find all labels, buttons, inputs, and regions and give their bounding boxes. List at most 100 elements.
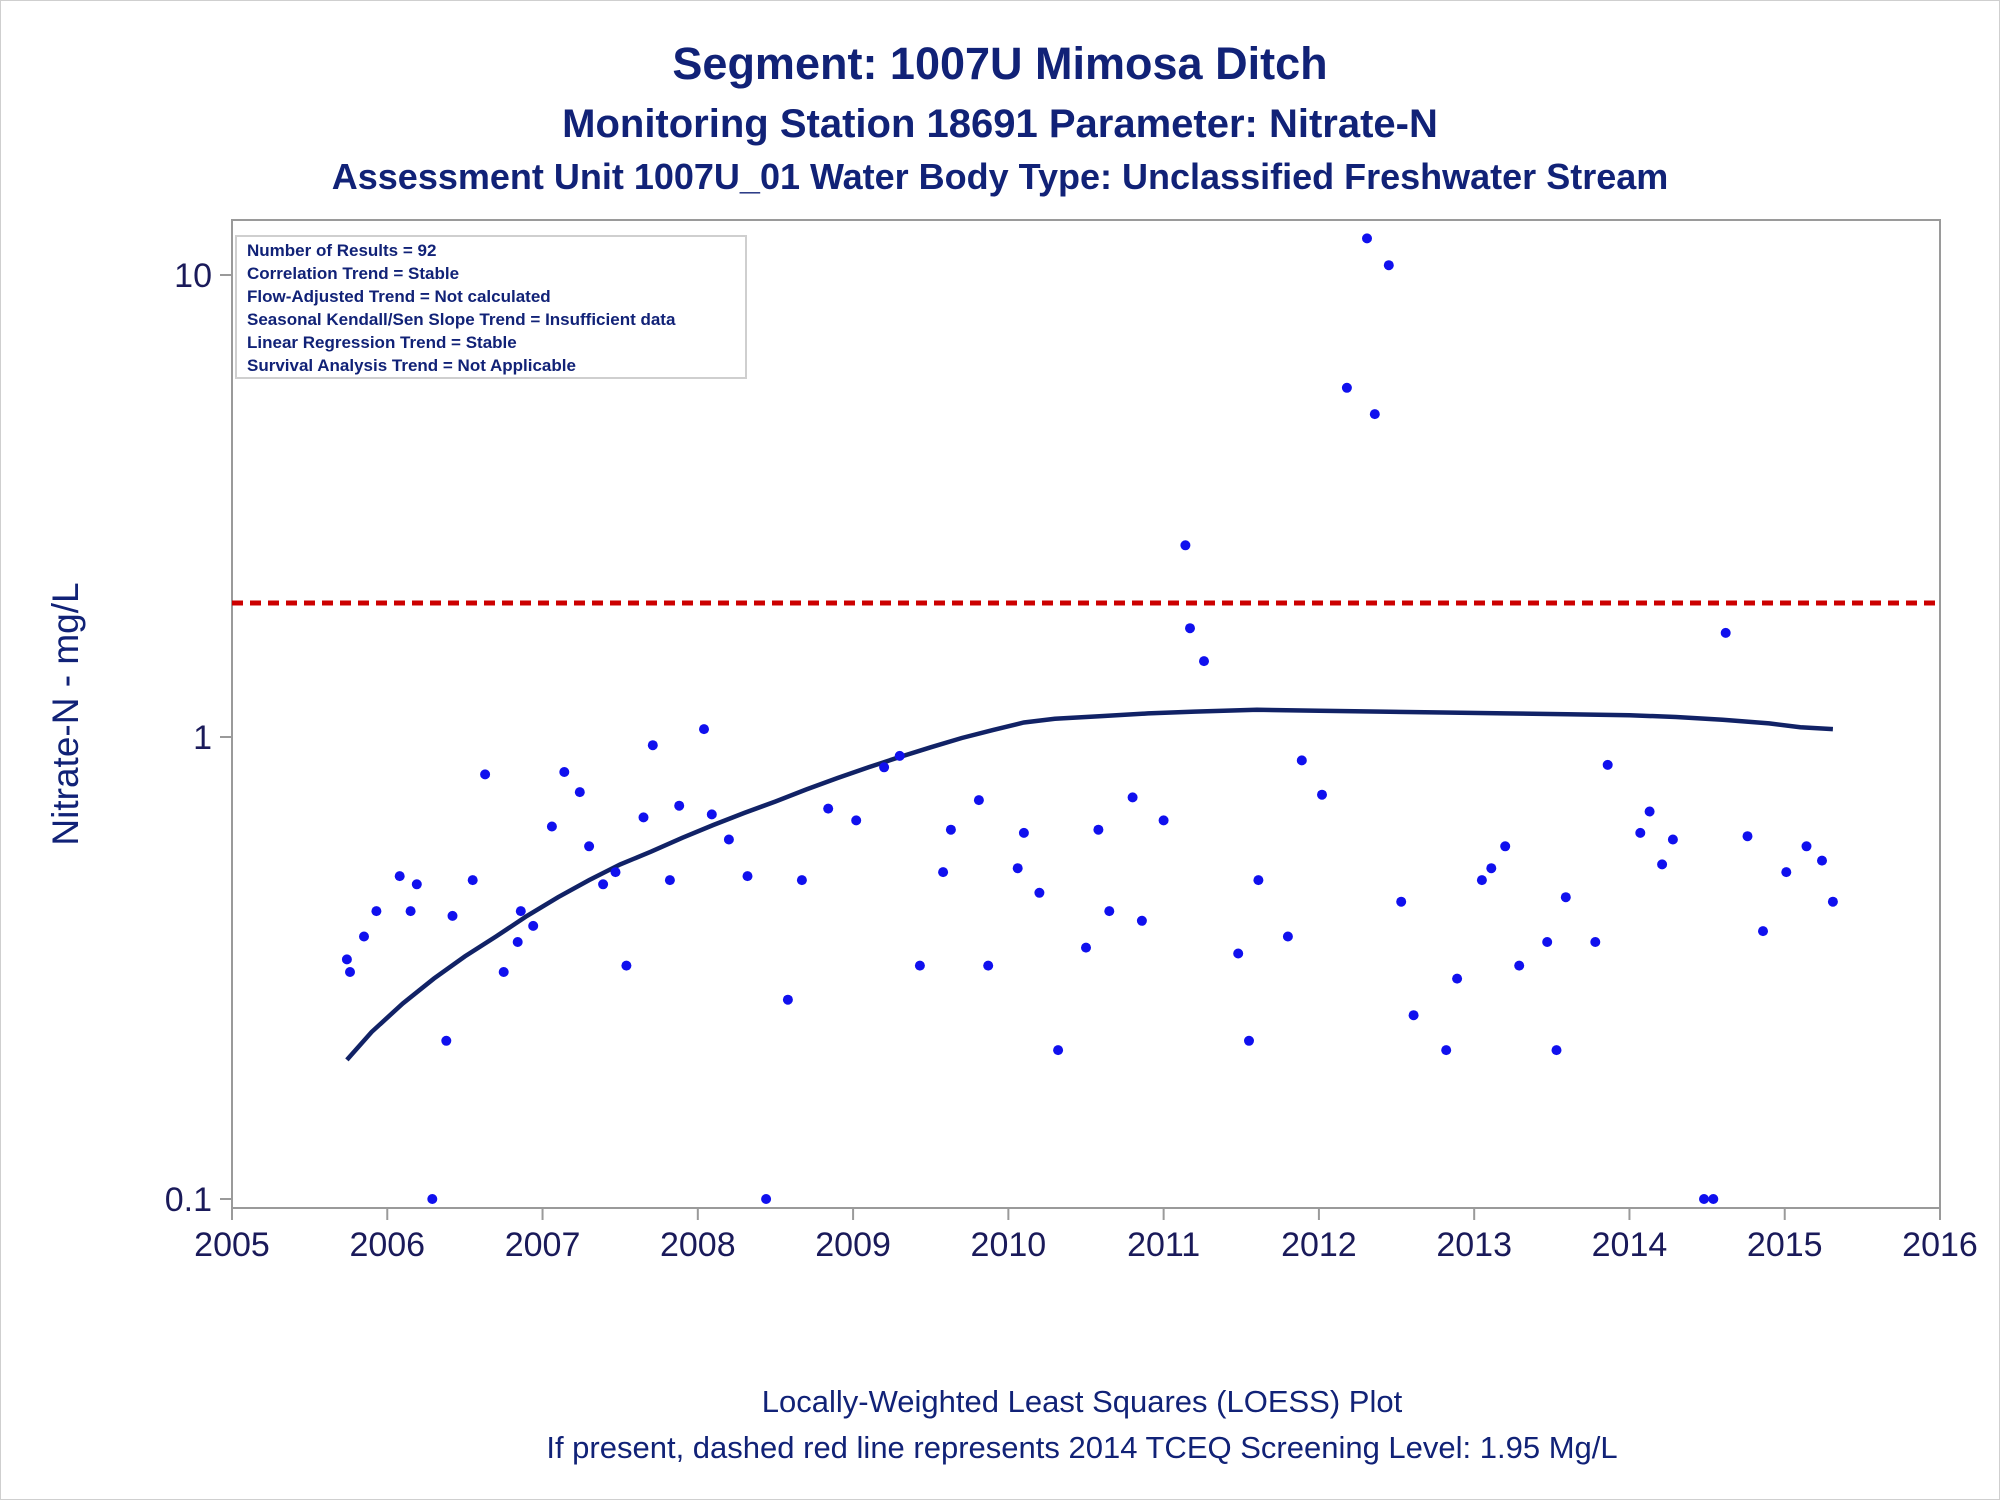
y-tick-label: 1 bbox=[193, 719, 212, 757]
data-point bbox=[1827, 896, 1838, 907]
data-point bbox=[1383, 260, 1394, 271]
stats-line: Survival Analysis Trend = Not Applicable bbox=[247, 356, 576, 375]
data-point bbox=[1758, 926, 1768, 937]
data-point bbox=[699, 724, 709, 735]
data-point bbox=[1667, 834, 1678, 845]
footnote-loess: Locally-Weighted Least Squares (LOESS) P… bbox=[761, 1384, 1403, 1419]
y-tick-label: 10 bbox=[174, 257, 212, 295]
data-point bbox=[1127, 792, 1138, 803]
data-point bbox=[1244, 1035, 1254, 1046]
data-point bbox=[1012, 863, 1023, 874]
x-tick-label: 2005 bbox=[194, 1226, 270, 1264]
data-point bbox=[1136, 915, 1147, 926]
data-point bbox=[1441, 1045, 1452, 1056]
data-point bbox=[1018, 827, 1029, 838]
x-tick-label: 2015 bbox=[1747, 1226, 1823, 1264]
stats-line: Flow-Adjusted Trend = Not calculated bbox=[247, 287, 551, 306]
data-point bbox=[1699, 1194, 1709, 1204]
data-point bbox=[1514, 960, 1525, 971]
data-point bbox=[761, 1194, 772, 1204]
data-point bbox=[584, 841, 595, 852]
data-point bbox=[742, 871, 753, 882]
x-tick-label: 2014 bbox=[1592, 1226, 1668, 1264]
data-points bbox=[341, 233, 1838, 1204]
data-point bbox=[1282, 931, 1293, 942]
data-point bbox=[1486, 863, 1497, 874]
x-tick-label: 2011 bbox=[1127, 1226, 1200, 1264]
chart-subtitle-station: Monitoring Station 18691 Parameter: Nitr… bbox=[562, 102, 1438, 146]
data-point bbox=[1657, 859, 1668, 870]
data-point bbox=[405, 906, 416, 917]
data-point bbox=[1742, 831, 1753, 842]
data-point bbox=[1369, 409, 1380, 420]
data-point bbox=[546, 821, 557, 832]
data-point bbox=[1199, 656, 1209, 667]
data-point bbox=[512, 937, 523, 947]
data-point bbox=[851, 815, 862, 826]
footnote-screening: If present, dashed red line represents 2… bbox=[546, 1430, 1618, 1465]
data-point bbox=[782, 994, 793, 1005]
chart-title: Segment: 1007U Mimosa Ditch bbox=[672, 38, 1328, 89]
data-point bbox=[1185, 623, 1195, 634]
data-point bbox=[441, 1035, 452, 1046]
data-point bbox=[359, 931, 369, 942]
data-point bbox=[1801, 841, 1812, 852]
data-point bbox=[914, 960, 925, 971]
data-point bbox=[664, 875, 675, 886]
x-tick-label: 2016 bbox=[1902, 1226, 1978, 1264]
data-point bbox=[515, 906, 526, 917]
chart-subtitle-assessment: Assessment Unit 1007U_01 Water Body Type… bbox=[331, 156, 1669, 197]
data-point bbox=[411, 879, 422, 890]
data-point bbox=[1233, 948, 1244, 959]
data-point bbox=[574, 787, 585, 798]
stats-box: Number of Results = 92 Correlation Trend … bbox=[235, 235, 747, 379]
stats-box-border bbox=[235, 235, 747, 379]
data-point bbox=[427, 1194, 438, 1204]
data-point bbox=[1500, 841, 1511, 852]
x-tick-label: 2007 bbox=[505, 1226, 581, 1264]
data-point bbox=[394, 871, 405, 882]
data-point bbox=[823, 803, 834, 814]
data-point bbox=[1590, 937, 1601, 947]
data-point bbox=[467, 875, 478, 886]
data-point bbox=[1635, 827, 1646, 838]
data-point bbox=[610, 867, 621, 878]
data-point bbox=[983, 960, 994, 971]
data-point bbox=[1296, 755, 1307, 766]
data-point bbox=[723, 834, 734, 845]
stats-line: Seasonal Kendall/Sen Slope Trend = Insuf… bbox=[247, 310, 676, 329]
data-point bbox=[1396, 896, 1407, 907]
data-point bbox=[559, 767, 570, 777]
data-point bbox=[706, 809, 717, 820]
data-point bbox=[1034, 887, 1045, 898]
data-point bbox=[341, 954, 352, 965]
data-point bbox=[1362, 233, 1372, 244]
data-point bbox=[973, 795, 984, 806]
data-point bbox=[1341, 382, 1352, 393]
data-point bbox=[894, 750, 905, 761]
data-point bbox=[1053, 1045, 1064, 1056]
x-tick-label: 2006 bbox=[349, 1226, 425, 1264]
data-point bbox=[1602, 759, 1613, 770]
data-point bbox=[1093, 824, 1104, 835]
stats-line: Linear Regression Trend = Stable bbox=[247, 333, 517, 352]
data-point bbox=[1720, 627, 1731, 638]
data-point bbox=[647, 740, 658, 751]
y-axis-label: Nitrate-N - mg/L bbox=[45, 582, 86, 845]
data-point bbox=[1317, 789, 1327, 800]
data-point bbox=[938, 867, 949, 878]
data-point bbox=[1560, 892, 1571, 903]
data-point bbox=[371, 906, 382, 917]
data-point bbox=[1180, 540, 1191, 551]
data-point bbox=[638, 812, 649, 823]
data-point bbox=[498, 967, 509, 977]
x-tick-label: 2009 bbox=[815, 1226, 891, 1264]
data-point bbox=[1708, 1194, 1719, 1204]
data-point bbox=[528, 920, 539, 931]
data-point bbox=[879, 762, 890, 773]
data-point bbox=[1408, 1010, 1419, 1021]
y-tick-label: 0.1 bbox=[165, 1181, 212, 1219]
data-point bbox=[796, 875, 807, 886]
data-point bbox=[1158, 815, 1169, 826]
